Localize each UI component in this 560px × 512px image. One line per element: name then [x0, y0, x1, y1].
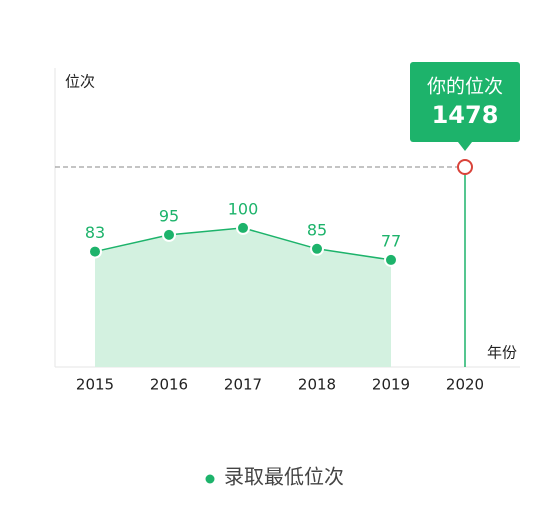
x-axis-label: 年份 — [487, 344, 517, 362]
x-tick-label: 2015 — [76, 376, 114, 394]
annotation-box — [410, 62, 520, 142]
data-label: 85 — [307, 220, 327, 239]
annotation-value: 1478 — [432, 101, 499, 129]
data-label: 100 — [228, 199, 259, 218]
point — [236, 220, 250, 235]
annotation-marker — [457, 159, 473, 175]
x-tick-label: 2019 — [372, 376, 410, 394]
point — [162, 227, 176, 242]
legend-label: 录取最低位次 — [224, 465, 344, 489]
area — [95, 227, 391, 367]
x-tick-label: 2018 — [298, 376, 336, 394]
point — [384, 252, 398, 267]
legend-marker — [205, 474, 215, 484]
data-label: 77 — [381, 231, 401, 250]
data-label: 83 — [85, 223, 105, 242]
x-tick-label: 2017 — [224, 376, 262, 394]
point — [310, 241, 324, 256]
y-axis-label: 位次 — [65, 73, 95, 91]
annotation-label: 你的位次 — [427, 76, 503, 98]
x-tick-label: 2016 — [150, 376, 188, 394]
data-label: 95 — [159, 206, 179, 225]
annotation-pointer — [458, 142, 472, 151]
point — [88, 244, 102, 259]
x-tick-label: 2020 — [446, 376, 484, 394]
